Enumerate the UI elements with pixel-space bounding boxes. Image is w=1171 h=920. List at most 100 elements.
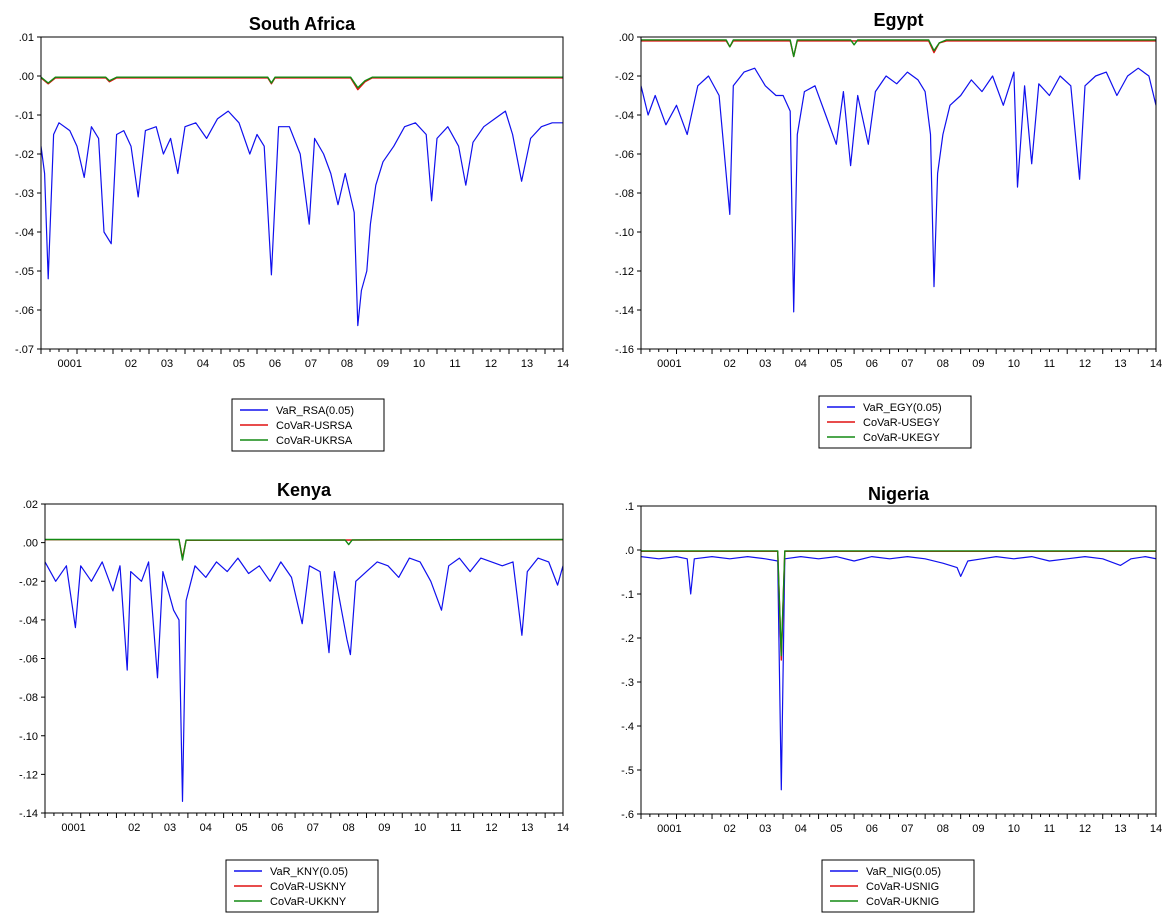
x-tick-label: 05 <box>830 823 842 835</box>
y-tick-label: -.3 <box>621 677 634 689</box>
y-tick-label: -.06 <box>615 149 634 161</box>
series-line-0 <box>45 557 563 802</box>
y-tick-label: .02 <box>23 499 38 511</box>
x-tick-label: 07 <box>901 823 913 835</box>
y-tick-label: -.08 <box>615 188 634 200</box>
x-tick-label: 13 <box>521 822 533 834</box>
x-tick-label: 09 <box>377 358 389 370</box>
chart-title: Egypt <box>873 10 923 30</box>
y-tick-label: -.12 <box>19 769 38 781</box>
x-tick-label: 13 <box>521 358 533 370</box>
legend-label: CoVaR-USEGY <box>863 417 940 429</box>
y-tick-label: .00 <box>23 538 38 550</box>
series-line-0 <box>41 110 563 327</box>
x-tick-label: 12 <box>1079 358 1091 370</box>
x-tick-label: 08 <box>937 358 949 370</box>
x-tick-label: 04 <box>795 358 807 370</box>
x-tick-label: 12 <box>485 358 497 370</box>
series-line-1 <box>45 539 563 559</box>
x-tick-label: 08 <box>937 823 949 835</box>
x-tick-label: 12 <box>485 822 497 834</box>
plot-frame <box>44 503 564 814</box>
y-tick-label: .0 <box>625 545 634 557</box>
x-tick-label: 14 <box>557 822 569 834</box>
x-tick-label: 11 <box>1044 358 1055 370</box>
series-group <box>641 550 1156 791</box>
y-tick-label: -.12 <box>615 266 634 278</box>
plot-frame <box>640 505 1157 815</box>
x-tick-label: 13 <box>1114 823 1126 835</box>
y-tick-label: -.07 <box>15 344 34 356</box>
legend-label: VaR_NIG(0.05) <box>866 866 941 878</box>
series-group <box>45 538 563 802</box>
y-tick-label: -.04 <box>19 615 38 627</box>
x-tick-label: 07 <box>305 358 317 370</box>
y-tick-label: -.03 <box>15 188 34 200</box>
series-line-0 <box>641 556 1156 791</box>
legend: VaR_RSA(0.05) CoVaR-USRSA CoVaR-UKRSA <box>231 398 385 452</box>
x-tick-label: 05 <box>233 358 245 370</box>
chart-panel-3: Nigeria .1 .0 -.1 -.2 -.3 -.4 -.5 -.6 0001 02 03 04 0… <box>621 484 1162 913</box>
x-tick-label: 06 <box>866 358 878 370</box>
series-line-2 <box>45 538 563 561</box>
y-tick-label: .1 <box>625 501 634 513</box>
x-tick-label: 13 <box>1114 358 1126 370</box>
y-tick-label: -.02 <box>615 71 634 83</box>
y-tick-label: -.02 <box>19 576 38 588</box>
x-tick-label: 08 <box>343 822 355 834</box>
y-tick-label: -.1 <box>621 589 634 601</box>
x-tick-label: 07 <box>307 822 319 834</box>
y-tick-label: -.2 <box>621 633 634 645</box>
plot-frame <box>40 36 564 350</box>
series-line-2 <box>641 39 1156 58</box>
legend-label: CoVaR-USNIG <box>866 881 939 893</box>
x-tick-label: 09 <box>972 823 984 835</box>
x-tick-label: 03 <box>161 358 173 370</box>
legend-label: VaR_EGY(0.05) <box>863 402 942 414</box>
chart-panel-2: Kenya .02 .00 -.02 -.04 -.06 -.08 -.10 -.12 -.14 0… <box>19 480 569 913</box>
legend-label: CoVaR-UKKNY <box>270 896 347 908</box>
series-line-1 <box>641 550 1156 661</box>
x-tick-label: 06 <box>271 822 283 834</box>
x-tick-label: 08 <box>341 358 353 370</box>
x-tick-label: 10 <box>1008 823 1020 835</box>
legend-label: CoVaR-UKEGY <box>863 432 940 444</box>
y-tick-label: .00 <box>619 32 634 44</box>
x-tick-label: 02 <box>724 358 736 370</box>
x-tick-label: 06 <box>269 358 281 370</box>
y-tick-label: -.04 <box>15 227 34 239</box>
x-tick-label: 10 <box>413 358 425 370</box>
legend: VaR_EGY(0.05) CoVaR-USEGY CoVaR-UKEGY <box>818 395 972 449</box>
x-tick-label: 14 <box>1150 823 1162 835</box>
x-tick-label: 14 <box>1150 358 1162 370</box>
series-line-2 <box>41 76 563 89</box>
y-tick-label: -.10 <box>615 227 634 239</box>
legend-label: VaR_KNY(0.05) <box>270 866 348 878</box>
x-tick-label: 04 <box>197 358 209 370</box>
x-tick-label: 11 <box>1044 823 1055 835</box>
series-line-2 <box>641 550 1156 657</box>
legend-label: CoVaR-UKNIG <box>866 896 939 908</box>
legend: VaR_KNY(0.05) CoVaR-USKNY CoVaR-UKKNY <box>225 859 379 913</box>
x-tick-label: 05 <box>235 822 247 834</box>
series-line-1 <box>641 40 1156 58</box>
y-tick-label: -.5 <box>621 765 634 777</box>
x-tick-label: 09 <box>378 822 390 834</box>
x-tick-label: 03 <box>759 823 771 835</box>
chart-title: Kenya <box>277 480 332 500</box>
x-tick-label: 12 <box>1079 823 1091 835</box>
y-tick-label: -.14 <box>19 808 38 820</box>
y-tick-label: -.14 <box>615 305 634 317</box>
x-tick-label: 02 <box>128 822 140 834</box>
x-tick-label: 0001 <box>657 358 681 370</box>
x-tick-label: 11 <box>449 358 460 370</box>
chart-panel-1: Egypt .00 -.02 -.04 -.06 -.08 -.10 -.12 -.14 -.16… <box>615 10 1162 449</box>
legend-label: CoVaR-UKRSA <box>276 435 353 447</box>
x-tick-label: 11 <box>450 822 461 834</box>
x-tick-label: 10 <box>414 822 426 834</box>
y-tick-label: -.04 <box>615 110 634 122</box>
y-tick-label: -.01 <box>15 110 34 122</box>
legend-label: CoVaR-USKNY <box>270 881 347 893</box>
plot-frame <box>640 36 1157 350</box>
